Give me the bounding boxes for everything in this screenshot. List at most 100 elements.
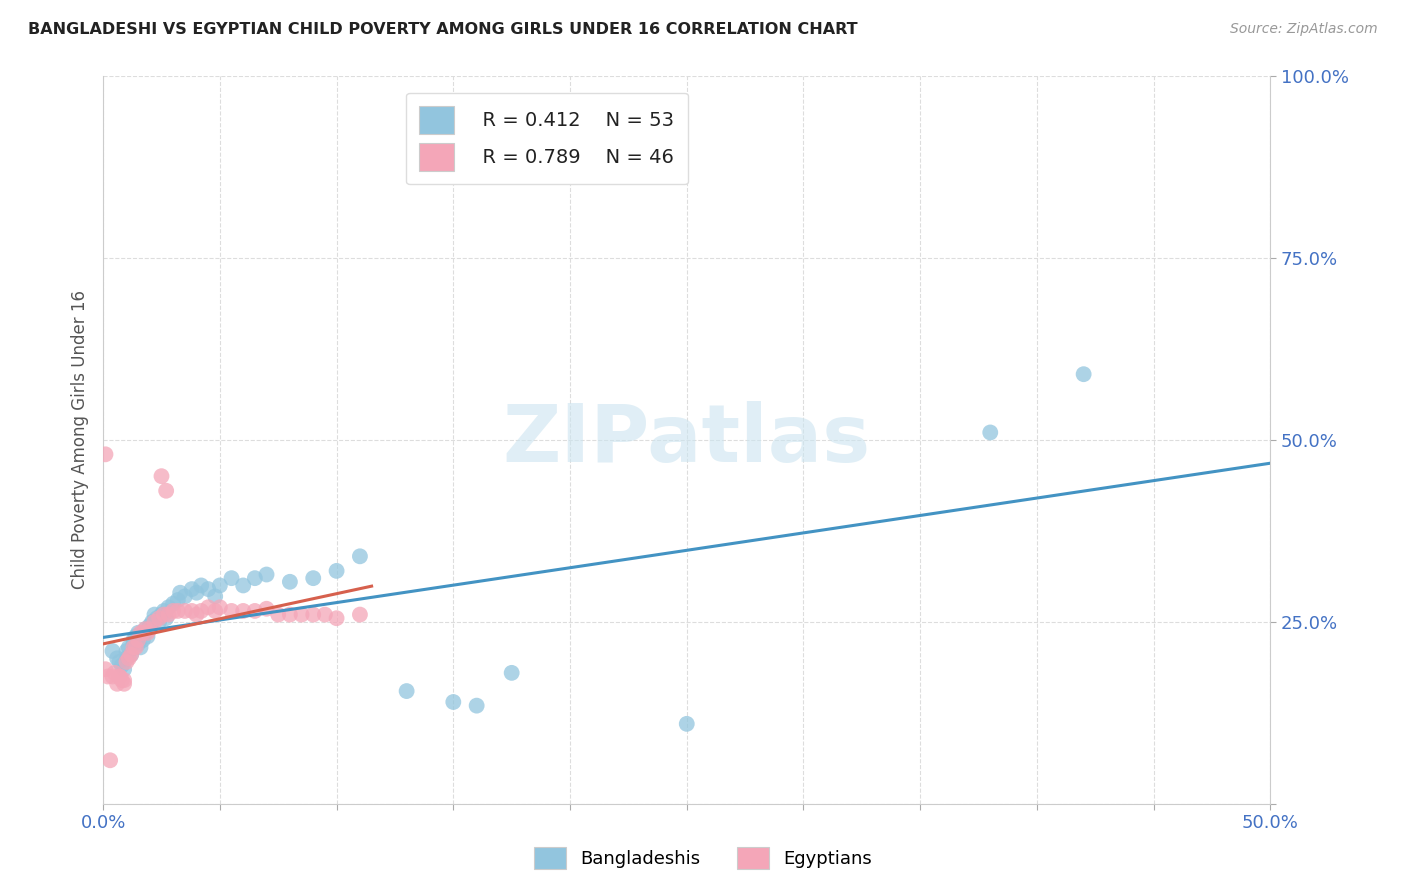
Point (243, 571, 266, 585)
Point (101, 644, 124, 658)
Point (465, 698, 488, 713)
Point (173, 604, 195, 618)
Point (150, 607, 173, 622)
Point (190, 604, 212, 618)
Point (349, 549, 371, 564)
Point (115, 655, 138, 669)
Point (141, 615, 163, 629)
Point (146, 611, 169, 625)
Point (166, 604, 188, 618)
Point (132, 625, 155, 640)
Point (134, 625, 156, 640)
Point (501, 665, 523, 680)
Point (221, 604, 243, 618)
Point (101, 669, 124, 683)
Point (302, 571, 325, 585)
Point (278, 607, 301, 622)
Point (157, 607, 180, 622)
Point (122, 640, 145, 655)
Point (169, 585, 191, 599)
Point (98, 753, 121, 767)
Point (190, 578, 212, 592)
Point (122, 633, 145, 648)
Point (112, 673, 135, 687)
Point (166, 593, 188, 607)
Point (127, 637, 149, 651)
Point (221, 571, 243, 585)
Point (186, 585, 208, 599)
Point (256, 601, 278, 615)
Text: BANGLADESHI VS EGYPTIAN CHILD POVERTY AMONG GIRLS UNDER 16 CORRELATION CHART: BANGLADESHI VS EGYPTIAN CHILD POVERTY AM… (28, 22, 858, 37)
Point (204, 604, 226, 618)
Point (97, 669, 120, 683)
Point (256, 567, 278, 582)
Point (139, 622, 162, 636)
Point (180, 582, 202, 596)
Point (153, 607, 176, 622)
Point (148, 611, 170, 625)
Point (314, 607, 336, 622)
Point (180, 604, 202, 618)
Point (232, 604, 254, 618)
Point (125, 629, 148, 643)
Point (278, 574, 301, 589)
Point (115, 651, 138, 665)
Point (441, 695, 464, 709)
Point (325, 564, 347, 578)
Point (139, 618, 162, 632)
Point (105, 677, 128, 691)
Point (349, 607, 371, 622)
Point (111, 673, 134, 687)
Point (122, 637, 145, 651)
Point (143, 607, 166, 622)
Point (136, 625, 159, 640)
Point (120, 648, 142, 662)
Point (129, 640, 152, 655)
Point (104, 665, 127, 680)
Point (127, 625, 149, 640)
Point (132, 633, 155, 648)
Point (108, 655, 131, 669)
Point (129, 625, 152, 640)
Point (155, 483, 177, 498)
Text: ZIPatlas: ZIPatlas (502, 401, 870, 479)
Point (1073, 367, 1095, 381)
Point (134, 622, 156, 636)
Point (143, 615, 166, 629)
Point (125, 640, 148, 655)
Point (94, 662, 117, 676)
Point (108, 669, 131, 683)
Point (134, 622, 156, 636)
Point (162, 597, 184, 611)
Legend: Bangladeshis, Egyptians: Bangladeshis, Egyptians (524, 838, 882, 879)
Legend:   R = 0.412    N = 53,   R = 0.789    N = 46: R = 0.412 N = 53, R = 0.789 N = 46 (406, 93, 688, 185)
Point (118, 651, 141, 665)
Point (162, 604, 184, 618)
Point (136, 629, 159, 643)
Point (127, 633, 149, 648)
Point (173, 590, 195, 604)
Point (325, 611, 347, 625)
Point (197, 600, 219, 615)
Point (155, 611, 177, 625)
Y-axis label: Child Poverty Among Girls Under 16: Child Poverty Among Girls Under 16 (72, 290, 89, 590)
Point (979, 425, 1001, 440)
Point (115, 644, 138, 658)
Point (232, 578, 254, 592)
Point (108, 669, 131, 683)
Point (395, 684, 418, 698)
Text: Source: ZipAtlas.com: Source: ZipAtlas.com (1230, 22, 1378, 37)
Point (302, 607, 325, 622)
Point (94, 447, 117, 461)
Point (105, 651, 128, 665)
Point (118, 640, 141, 655)
Point (675, 716, 697, 731)
Point (111, 658, 134, 673)
Point (112, 677, 135, 691)
Point (208, 578, 231, 592)
Point (186, 607, 208, 622)
Point (148, 615, 170, 629)
Point (267, 607, 290, 622)
Point (290, 607, 312, 622)
Point (208, 600, 231, 615)
